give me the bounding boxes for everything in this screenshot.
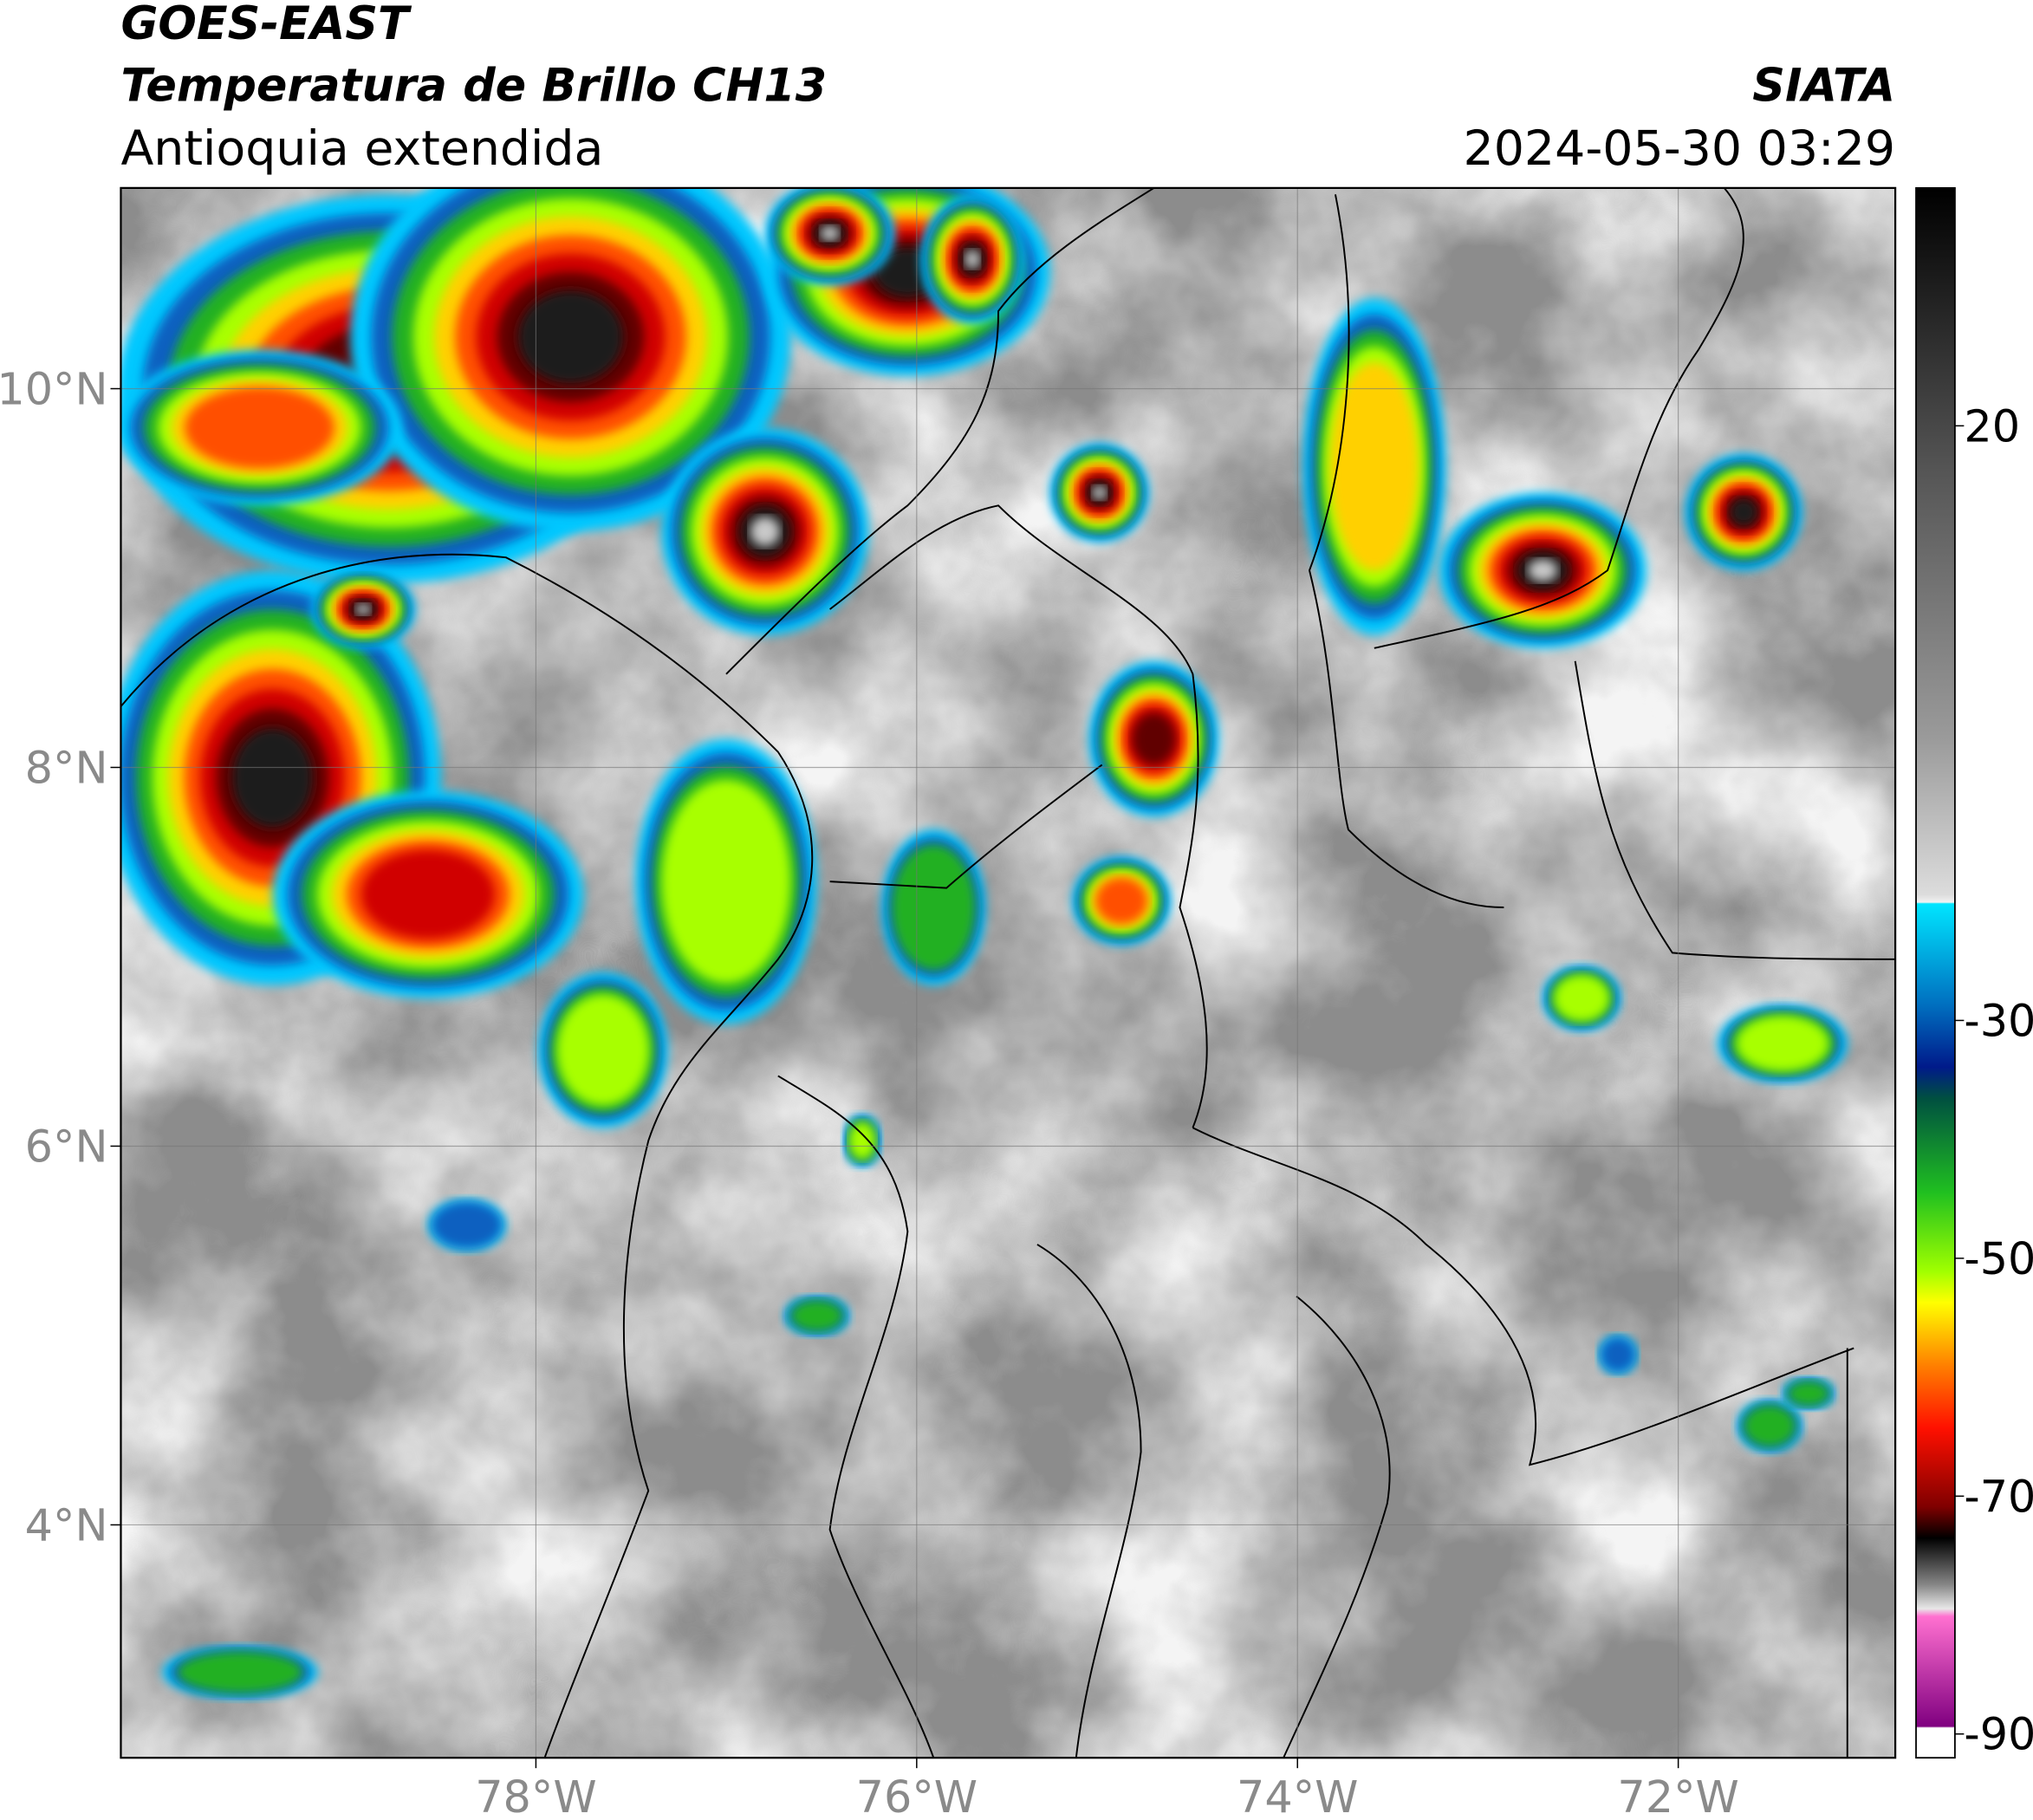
storm-layer (820, 225, 840, 241)
storm-layer (849, 1121, 875, 1160)
storm-layer (965, 250, 980, 269)
storm-layer (661, 779, 791, 984)
colorbar-tick-label: -70 (1964, 1471, 2033, 1522)
x-tick-label: 74°W (1237, 1771, 1358, 1820)
y-tick-label: 8°N (25, 742, 108, 793)
storm-layer (1600, 1336, 1636, 1373)
satellite-map (120, 187, 1896, 1758)
storm-layer (1329, 362, 1419, 571)
storm-layer (790, 1300, 843, 1332)
storm-layer (1092, 485, 1107, 500)
storm-layer (1743, 1405, 1796, 1447)
storm-layer (1730, 497, 1758, 526)
storm-layer (1554, 975, 1610, 1022)
colorbar-tick-label: -50 (1964, 1233, 2033, 1284)
borders (120, 187, 1896, 1758)
storm-layer (361, 849, 495, 939)
storm-layer (1095, 877, 1147, 925)
colorbar-tick-label: -30 (1964, 995, 2033, 1046)
storm-layer (432, 1201, 503, 1249)
y-tick-label: 4°N (25, 1499, 108, 1550)
storm-layer (1736, 1016, 1829, 1072)
graticule (120, 187, 1896, 1758)
title: GOES-EAST (120, 0, 412, 50)
y-tick-label: 10°N (0, 363, 107, 414)
storm-layer (1787, 1381, 1830, 1407)
x-tick-label: 76°W (856, 1771, 978, 1820)
map-axes: 78°W 76°W 74°W 72°W 10°N 8°N 6°N 4°N (0, 363, 1739, 1820)
storm-layer (891, 844, 976, 971)
storm-layer (750, 517, 780, 547)
map-frame (120, 186, 1897, 1759)
colorbar (1915, 186, 1956, 1759)
storm-layer (355, 603, 371, 615)
x-tick-label: 72°W (1617, 1771, 1738, 1820)
datetime-label: 2024-05-30 03:29 (1464, 121, 1896, 177)
storm-layer (1528, 559, 1558, 582)
storm-layer (517, 290, 624, 384)
colorbar-tick-label: -90 (1964, 1709, 2033, 1760)
storm-layer (177, 1651, 303, 1693)
x-tick-label: 78°W (475, 1771, 596, 1820)
colorbar-tick-label: 20 (1964, 400, 2020, 452)
storm-layer (1132, 712, 1176, 765)
product-title: Temperatura de Brillo CH13 (120, 60, 827, 113)
storm-layer (185, 387, 335, 469)
y-tick-label: 6°N (25, 1121, 108, 1172)
storm-layer (556, 994, 650, 1106)
storm-layer (232, 728, 313, 828)
region-title: Antioquia extendida (120, 121, 603, 177)
source-label: SIATA (1752, 60, 1895, 113)
colorbar-ticks: 20 -30 -50 -70 -90 (1954, 400, 2033, 1760)
